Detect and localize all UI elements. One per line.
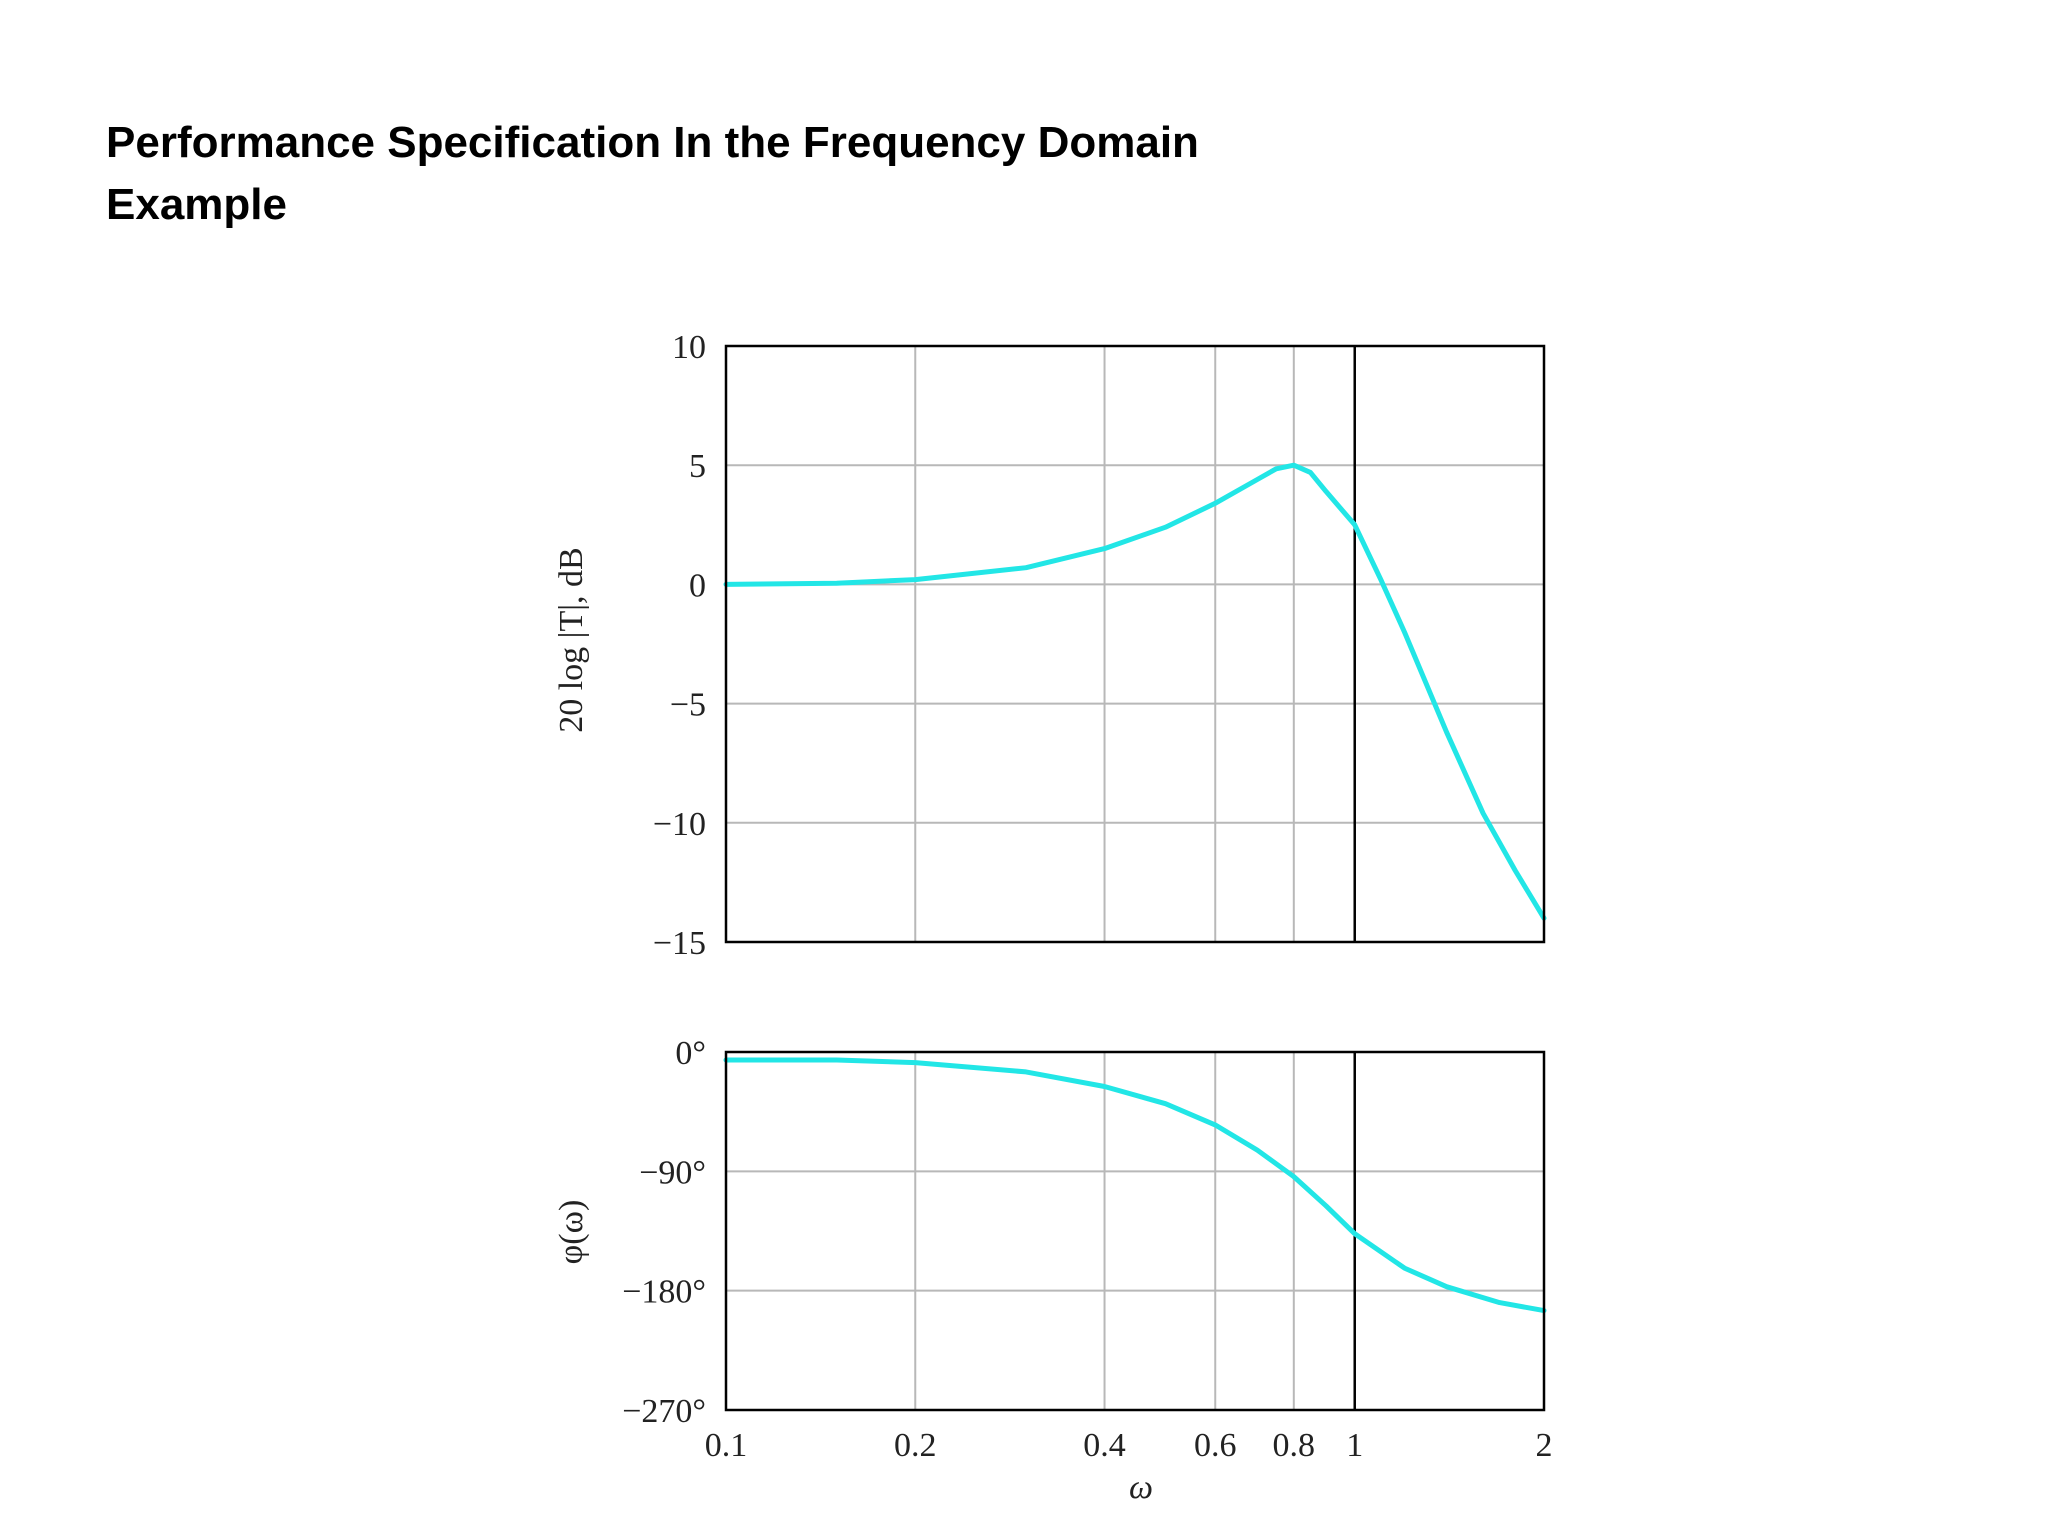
phase-xtick-label: 0.4 <box>1083 1427 1126 1464</box>
phase-xtick-label: 0.2 <box>894 1427 937 1464</box>
phase-xtick-label: 0.8 <box>1273 1427 1316 1464</box>
phase-xtick-label: 0.1 <box>705 1427 748 1464</box>
magnitude-ytick-label: 5 <box>689 448 706 485</box>
phase-xtick-label: 1 <box>1346 1427 1363 1464</box>
phase-ytick-label: 0° <box>675 1035 706 1072</box>
phase-ytick-label: −180° <box>622 1274 706 1311</box>
magnitude-ytick-label: −10 <box>653 806 706 843</box>
magnitude-plot: 10 5 0 −5 −10 −15 20 log |T|, dB <box>553 329 1544 962</box>
phase-plot-frame <box>726 1052 1544 1410</box>
magnitude-plot-frame <box>726 346 1544 942</box>
phase-curve <box>726 1060 1544 1311</box>
phase-plot: 0° −90° −180° −270°0.1 0.2 0.4 0.6 0.8 1 2 φ(ω) ω <box>553 1035 1553 1506</box>
phase-xtick-label: 0.6 <box>1194 1427 1237 1464</box>
phase-ylabel: φ(ω) <box>553 1200 590 1265</box>
magnitude-ytick-label: 10 <box>672 329 706 366</box>
phase-xtick-label: 2 <box>1536 1427 1553 1464</box>
phase-ytick-label: −270° <box>622 1393 706 1430</box>
magnitude-ytick-label: −5 <box>670 687 706 724</box>
phase-xlabel: ω <box>1129 1469 1153 1506</box>
magnitude-curve <box>726 465 1544 918</box>
magnitude-ytick-label: −15 <box>653 925 706 962</box>
phase-ytick-label: −90° <box>639 1154 706 1191</box>
magnitude-ytick-label: 0 <box>689 567 706 604</box>
magnitude-ylabel: 20 log |T|, dB <box>553 547 590 733</box>
